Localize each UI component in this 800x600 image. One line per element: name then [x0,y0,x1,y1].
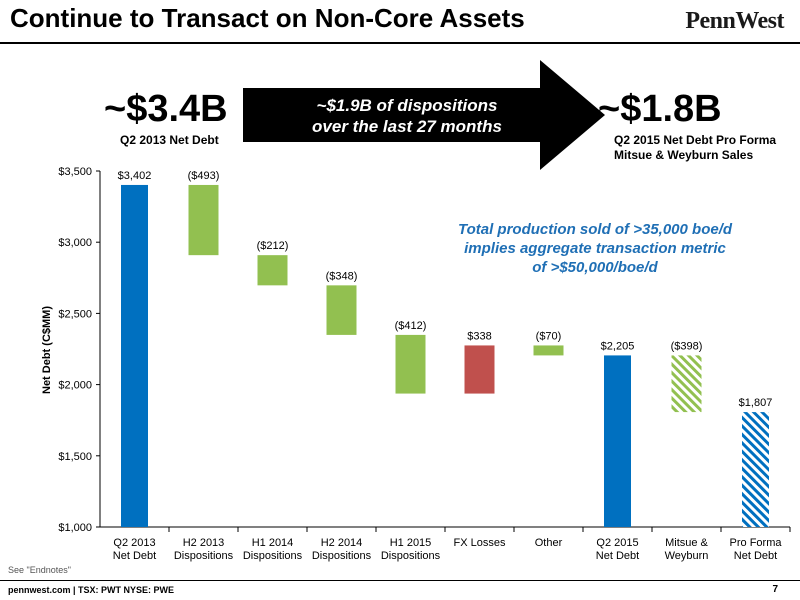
end-debt-caption-line1: Q2 2015 Net Debt Pro Forma [614,133,777,147]
x-category-label: Q2 2013 [113,537,155,549]
start-debt-callout: ~$3.4B [104,88,228,130]
footer-site: pennwest.com | TSX: PWT NYSE: PWE [8,585,175,595]
x-category-label: Other [535,537,563,549]
bar-value-label: ($398) [671,340,703,352]
bar-value-label: $338 [467,330,491,342]
x-category-label: Q2 2015 [596,537,638,549]
bar [326,285,357,335]
bar-value-label: ($212) [257,240,289,252]
bar [671,355,702,413]
pennwest-logo: PennWest [685,8,784,34]
footer-divider [0,580,800,581]
production-note-line1: Total production sold of >35,000 boe/d [457,221,733,238]
arrow-text: ~$1.9B of dispositions over the last 27 … [262,95,552,137]
x-category-label: Net Debt [734,550,777,562]
x-category-label: Net Debt [113,550,156,562]
bar [257,255,288,286]
page-number: 7 [772,584,778,595]
arrow-shape [243,60,605,170]
endnotes-reference: See "Endnotes" [8,565,71,575]
y-axis-label: Net Debt (C$MM) [41,306,53,394]
x-category-label: FX Losses [454,537,506,549]
bar-value-label: $3,402 [118,170,152,182]
x-category-label: Net Debt [596,550,639,562]
bar-value-label: ($348) [326,270,358,282]
production-note: Total production sold of >35,000 boe/d i… [430,220,760,277]
page-title: Continue to Transact on Non-Core Assets [10,3,525,33]
title-divider [0,42,800,44]
y-tick-label: $3,000 [58,237,92,249]
bar [533,345,564,356]
production-note-line2: implies aggregate transaction metric [464,240,726,257]
end-debt-caption: Q2 2015 Net Debt Pro Forma Mitsue & Weyb… [614,133,776,163]
x-category-label: H2 2013 [183,537,225,549]
arrow-text-line2: over the last 27 months [312,117,502,136]
x-category-label: H2 2014 [321,537,363,549]
bar-value-label: $2,205 [601,340,635,352]
bar-value-label: ($70) [536,330,562,342]
x-category-label: H1 2014 [252,537,294,549]
x-category-label: Dispositions [381,550,441,562]
y-tick-label: $2,500 [58,308,92,320]
bar [464,345,495,394]
bar [604,355,631,527]
bar [121,184,148,527]
arrow-text-line1: ~$1.9B of dispositions [316,96,498,115]
x-category-label: Pro Forma [730,537,783,549]
production-note-line3: of >$50,000/boe/d [532,259,658,276]
x-category-label: Dispositions [174,550,234,562]
x-category-label: Dispositions [312,550,372,562]
y-tick-label: $1,000 [58,522,92,534]
bar [395,334,426,394]
bar [742,412,769,527]
x-category-label: Dispositions [243,550,303,562]
start-debt-caption: Q2 2013 Net Debt [120,133,219,147]
bar [188,184,219,256]
end-debt-caption-line2: Mitsue & Weyburn Sales [614,148,754,162]
bar-value-label: ($493) [188,170,220,182]
y-tick-label: $2,000 [58,380,92,392]
y-tick-label: $1,500 [58,451,92,463]
x-category-label: Mitsue & [665,537,708,549]
end-debt-callout: ~$1.8B [598,88,722,130]
x-category-label: Weyburn [665,550,709,562]
bar-value-label: $1,807 [739,397,773,409]
x-category-label: H1 2015 [390,537,432,549]
y-tick-label: $3,500 [58,166,92,178]
bar-value-label: ($412) [395,320,427,332]
